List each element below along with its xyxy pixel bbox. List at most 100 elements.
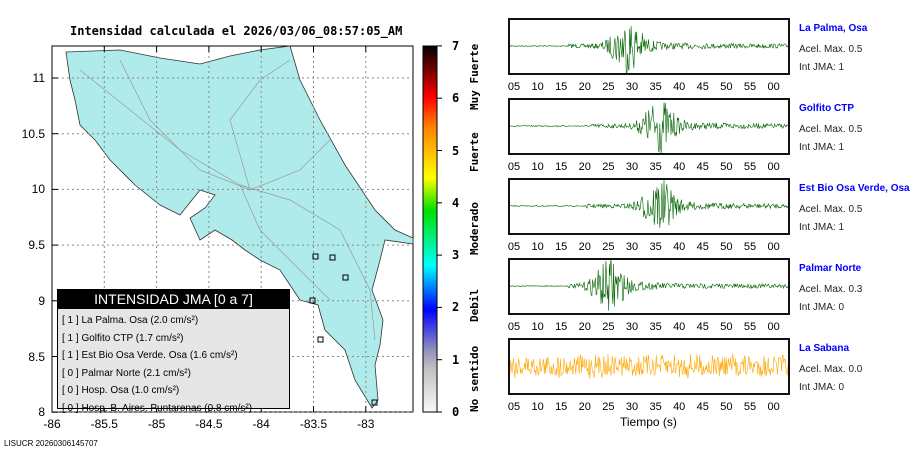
- legend: INTENSIDAD JMA [0 a 7] [ 1 ] La Palma. O…: [57, 289, 290, 409]
- lon-tick-label: -85.5: [91, 417, 118, 431]
- time-tick-label: 50: [720, 161, 732, 173]
- lon-tick-label: -85: [148, 417, 165, 431]
- time-tick-label: 40: [673, 321, 685, 333]
- time-tick-label: 45: [697, 81, 709, 93]
- time-tick-label: 15: [555, 241, 567, 253]
- time-tick-label: 25: [602, 401, 614, 413]
- x-axis-label: Tiempo (s): [620, 415, 677, 429]
- station-max-accel: Acel. Max. 0.5: [799, 124, 862, 135]
- time-tick-label: 45: [697, 161, 709, 173]
- time-tick-label: 30: [626, 161, 638, 173]
- station-jma-intensity: Int JMA: 0: [799, 302, 844, 313]
- lat-tick-label: 9.5: [5, 238, 45, 252]
- time-tick-label: 55: [744, 161, 756, 173]
- station-name: La Palma, Osa: [799, 23, 867, 34]
- time-tick-label: 30: [626, 321, 638, 333]
- legend-item: [ 0 ] Palmar Norte (2.1 cm/s²): [58, 365, 289, 383]
- time-tick-label: 05: [508, 161, 520, 173]
- waveform-panel: [508, 338, 790, 395]
- time-tick-label: 35: [649, 161, 661, 173]
- time-tick-label: 00: [767, 321, 779, 333]
- time-tick-label: 40: [673, 81, 685, 93]
- time-tick-label: 00: [767, 401, 779, 413]
- colorbar: [423, 46, 437, 412]
- station-jma-intensity: Int JMA: 1: [799, 222, 844, 233]
- colorbar-tick-label: 3: [452, 248, 459, 262]
- station-max-accel: Acel. Max. 0.3: [799, 284, 862, 295]
- colorbar-tick-label: 2: [452, 300, 459, 314]
- colorbar-tick-label: 0: [452, 405, 459, 419]
- station-name: Est Bio Osa Verde, Osa: [799, 183, 910, 194]
- time-tick-label: 50: [720, 241, 732, 253]
- colorbar-tick-label: 1: [452, 353, 459, 367]
- lon-tick-label: -86: [43, 417, 60, 431]
- lat-tick-label: 9: [5, 294, 45, 308]
- time-tick-label: 10: [531, 161, 543, 173]
- colorbar-tick-label: 4: [452, 196, 459, 210]
- waveform-panel: [508, 258, 790, 315]
- time-tick-label: 55: [744, 241, 756, 253]
- station-name: La Sabana: [799, 343, 849, 354]
- time-tick-label: 00: [767, 161, 779, 173]
- lon-tick-label: -83.5: [300, 417, 327, 431]
- time-tick-label: 20: [579, 241, 591, 253]
- time-tick-label: 30: [626, 81, 638, 93]
- time-tick-label: 30: [626, 401, 638, 413]
- time-tick-label: 10: [531, 401, 543, 413]
- time-tick-label: 25: [602, 81, 614, 93]
- time-tick-label: 05: [508, 81, 520, 93]
- station-max-accel: Acel. Max. 0.0: [799, 364, 862, 375]
- waveform-trace: [510, 100, 788, 153]
- time-tick-label: 25: [602, 161, 614, 173]
- waveform-trace: [510, 180, 788, 233]
- waveform-panel: [508, 18, 790, 75]
- station-max-accel: Acel. Max. 0.5: [799, 44, 862, 55]
- station-name: Palmar Norte: [799, 263, 861, 274]
- lat-tick-label: 8.5: [5, 350, 45, 364]
- time-tick-label: 40: [673, 161, 685, 173]
- legend-item: [ 0 ] Hosp. B. Aires. Puntarenas (0.8 cm…: [58, 400, 289, 418]
- lat-tick-label: 11: [5, 71, 45, 85]
- lon-tick-label: -84.5: [195, 417, 222, 431]
- station-jma-intensity: Int JMA: 0: [799, 382, 844, 393]
- time-tick-label: 10: [531, 81, 543, 93]
- legend-item: [ 1 ] La Palma. Osa (2.0 cm/s²): [58, 312, 289, 330]
- time-tick-label: 35: [649, 81, 661, 93]
- time-tick-label: 30: [626, 241, 638, 253]
- time-tick-label: 45: [697, 401, 709, 413]
- time-tick-label: 40: [673, 401, 685, 413]
- intensity-category-label: Moderado: [468, 202, 481, 255]
- station-max-accel: Acel. Max. 0.5: [799, 204, 862, 215]
- time-tick-label: 25: [602, 241, 614, 253]
- time-tick-label: 40: [673, 241, 685, 253]
- lat-tick-label: 10.5: [5, 127, 45, 141]
- lat-tick-label: 8: [5, 405, 45, 419]
- intensity-category-label: No sentido: [468, 346, 481, 412]
- time-tick-label: 35: [649, 321, 661, 333]
- time-tick-label: 10: [531, 321, 543, 333]
- waveform-trace: [510, 20, 788, 73]
- time-tick-label: 35: [649, 401, 661, 413]
- time-tick-label: 50: [720, 401, 732, 413]
- footer-id: LISUCR 20260306145707: [4, 439, 98, 448]
- time-tick-label: 55: [744, 401, 756, 413]
- legend-item: [ 0 ] Hosp. Osa (1.0 cm/s²): [58, 382, 289, 400]
- time-tick-label: 15: [555, 321, 567, 333]
- colorbar-tick-label: 5: [452, 144, 459, 158]
- time-tick-label: 20: [579, 161, 591, 173]
- legend-item: [ 1 ] Golfito CTP (1.7 cm/s²): [58, 330, 289, 348]
- lon-tick-label: -84: [253, 417, 270, 431]
- time-tick-label: 35: [649, 241, 661, 253]
- waveform-panel: [508, 98, 790, 155]
- time-tick-label: 05: [508, 401, 520, 413]
- time-tick-label: 45: [697, 321, 709, 333]
- time-tick-label: 00: [767, 81, 779, 93]
- colorbar-tick-label: 6: [452, 91, 459, 105]
- time-tick-label: 20: [579, 401, 591, 413]
- time-tick-label: 20: [579, 321, 591, 333]
- waveform-trace: [510, 340, 788, 393]
- legend-title: INTENSIDAD JMA [0 a 7]: [58, 290, 289, 309]
- time-tick-label: 15: [555, 81, 567, 93]
- time-tick-label: 15: [555, 401, 567, 413]
- time-tick-label: 50: [720, 321, 732, 333]
